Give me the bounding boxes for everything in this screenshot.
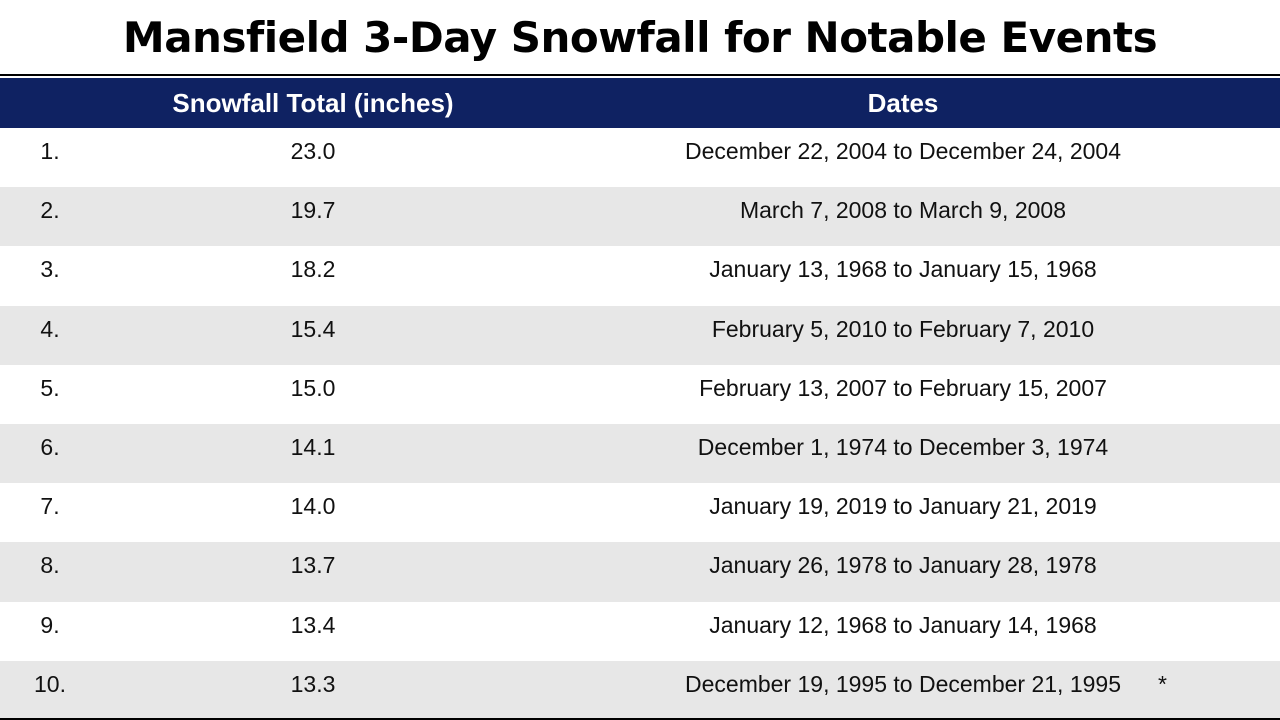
table-row: 1. 23.0 December 22, 2004 to December 24… [0, 128, 1280, 188]
rank-cell: 9. [40, 611, 60, 638]
snowfall-total-cell: 18.2 [290, 256, 336, 283]
rank-cell: 1. [40, 138, 60, 164]
table-row: 7. 14.0 January 19, 2019 to January 21, … [0, 483, 1280, 543]
dates-cell: December 22, 2004 to December 24, 2004 [685, 138, 1121, 164]
table-row: 2. 19.7 March 7, 2008 to March 9, 2008 [0, 187, 1280, 247]
table-row: 3. 18.2 January 13, 1968 to January 15, … [0, 246, 1280, 306]
snowfall-total-cell: 15.0 [290, 374, 336, 401]
dates-cell: January 12, 1968 to January 14, 1968 [709, 611, 1097, 638]
rank-cell: 4. [40, 315, 60, 342]
dates-cell: January 26, 1978 to January 28, 1978 [709, 552, 1097, 579]
rank-cell: 6. [40, 433, 60, 460]
rank-cell: 2. [40, 197, 60, 224]
snowfall-total-cell: 23.0 [290, 138, 336, 164]
rank-cell: 8. [40, 552, 60, 579]
dates-cell: December 19, 1995 to December 21, 1995 [685, 670, 1121, 697]
dates-cell: January 19, 2019 to January 21, 2019 [709, 493, 1097, 520]
snowfall-total-cell: 13.7 [290, 552, 336, 579]
rank-cell: 7. [40, 493, 60, 520]
snowfall-total-cell: 19.7 [290, 197, 336, 224]
dates-cell: March 7, 2008 to March 9, 2008 [739, 197, 1067, 224]
dates-cell: December 1, 1974 to December 3, 1974 [697, 433, 1109, 460]
table-row: 4. 15.4 February 5, 2010 to February 7, … [0, 305, 1280, 365]
snowfall-total-cell: 15.4 [290, 315, 336, 342]
rank-cell: 3. [40, 256, 60, 283]
snowfall-total-cell: 14.0 [290, 493, 336, 520]
snowfall-total-cell: 13.4 [290, 611, 336, 638]
snowfall-table: Snowfall Total (inches) Dates 1. 23.0 De… [0, 78, 1280, 720]
header-snowfall-total: Snowfall Total (inches) [172, 88, 454, 118]
table-row: 9. 13.4 January 12, 1968 to January 14, … [0, 601, 1280, 661]
table-row: 5. 15.0 February 13, 2007 to February 15… [0, 364, 1280, 424]
page-title: Mansfield 3-Day Snowfall for Notable Eve… [0, 0, 1280, 76]
rank-cell: 10. [34, 670, 66, 697]
table-body: 1. 23.0 December 22, 2004 to December 24… [0, 128, 1280, 720]
dates-cell: February 13, 2007 to February 15, 2007 [699, 374, 1107, 401]
dates-cell: January 13, 1968 to January 15, 1968 [709, 256, 1097, 283]
table-header: Snowfall Total (inches) Dates [0, 78, 1280, 128]
table-row: 6. 14.1 December 1, 1974 to December 3, … [0, 423, 1280, 484]
dates-cell: February 5, 2010 to February 7, 2010 [711, 315, 1095, 342]
snowfall-total-cell: 14.1 [290, 433, 336, 460]
snowfall-total-cell: 13.3 [290, 670, 336, 697]
header-dates: Dates [867, 88, 939, 118]
footnote-asterisk: * [1158, 670, 1167, 697]
table-row: 8. 13.7 January 26, 1978 to January 28, … [0, 542, 1280, 602]
table-row: 10. 13.3 December 19, 1995 to December 2… [0, 660, 1280, 720]
rank-cell: 5. [40, 374, 60, 401]
